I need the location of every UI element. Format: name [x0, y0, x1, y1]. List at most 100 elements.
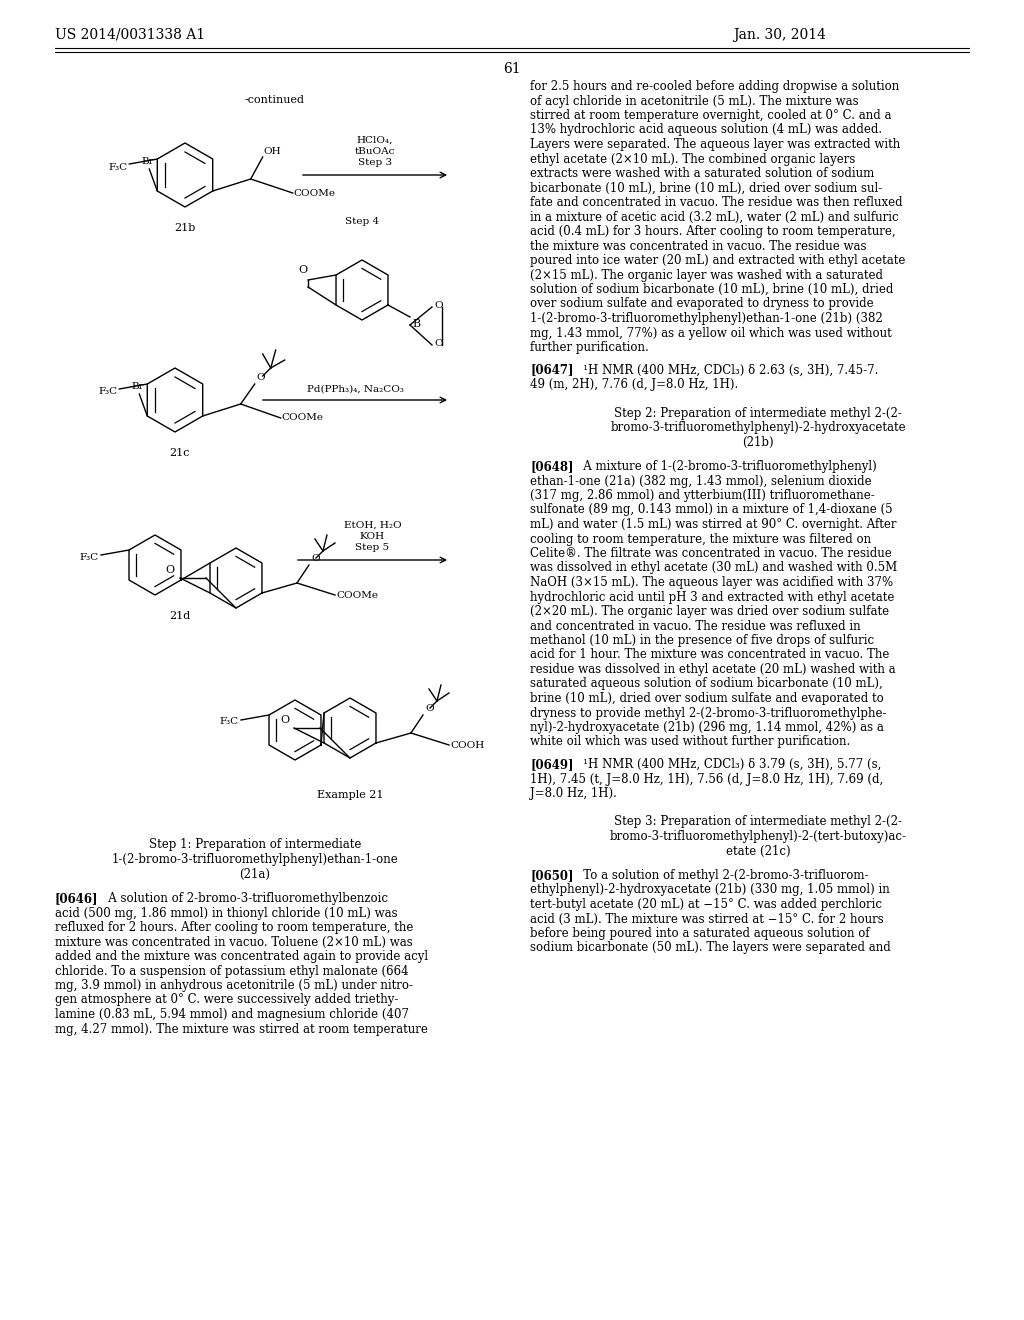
Text: bicarbonate (10 mL), brine (10 mL), dried over sodium sul-: bicarbonate (10 mL), brine (10 mL), drie… [530, 181, 883, 194]
Text: refluxed for 2 hours. After cooling to room temperature, the: refluxed for 2 hours. After cooling to r… [55, 921, 414, 935]
Text: ¹H NMR (400 MHz, CDCl₃) δ 2.63 (s, 3H), 7.45-7.: ¹H NMR (400 MHz, CDCl₃) δ 2.63 (s, 3H), … [572, 363, 879, 376]
Text: chloride. To a suspension of potassium ethyl malonate (664: chloride. To a suspension of potassium e… [55, 965, 409, 978]
Text: (21b): (21b) [742, 436, 774, 449]
Text: ethylphenyl)-2-hydroxyacetate (21b) (330 mg, 1.05 mmol) in: ethylphenyl)-2-hydroxyacetate (21b) (330… [530, 883, 890, 896]
Text: [0647]: [0647] [530, 363, 573, 376]
Text: COOMe: COOMe [282, 413, 324, 422]
Text: OH: OH [264, 147, 282, 156]
Text: methanol (10 mL) in the presence of five drops of sulfuric: methanol (10 mL) in the presence of five… [530, 634, 874, 647]
Text: 61: 61 [503, 62, 521, 77]
Text: acid (3 mL). The mixture was stirred at −15° C. for 2 hours: acid (3 mL). The mixture was stirred at … [530, 912, 884, 925]
Text: tert-butyl acetate (20 mL) at −15° C. was added perchloric: tert-butyl acetate (20 mL) at −15° C. wa… [530, 898, 882, 911]
Text: O: O [257, 374, 265, 381]
Text: was dissolved in ethyl acetate (30 mL) and washed with 0.5M: was dissolved in ethyl acetate (30 mL) a… [530, 561, 897, 574]
Text: (21a): (21a) [240, 869, 270, 880]
Text: O: O [311, 554, 319, 564]
Text: B: B [412, 319, 420, 329]
Text: 1-(2-bromo-3-trifluoromethylphenyl)ethan-1-one (21b) (382: 1-(2-bromo-3-trifluoromethylphenyl)ethan… [530, 312, 883, 325]
Text: saturated aqueous solution of sodium bicarbonate (10 mL),: saturated aqueous solution of sodium bic… [530, 677, 883, 690]
Text: ¹H NMR (400 MHz, CDCl₃) δ 3.79 (s, 3H), 5.77 (s,: ¹H NMR (400 MHz, CDCl₃) δ 3.79 (s, 3H), … [572, 758, 882, 771]
Text: Step 1: Preparation of intermediate: Step 1: Preparation of intermediate [148, 838, 361, 851]
Text: ethyl acetate (2×10 mL). The combined organic layers: ethyl acetate (2×10 mL). The combined or… [530, 153, 855, 165]
Text: 21c: 21c [170, 447, 190, 458]
Text: [0646]: [0646] [55, 892, 98, 906]
Text: the mixture was concentrated in vacuo. The residue was: the mixture was concentrated in vacuo. T… [530, 239, 866, 252]
Text: J=8.0 Hz, 1H).: J=8.0 Hz, 1H). [530, 787, 616, 800]
Text: Example 21: Example 21 [316, 789, 383, 800]
Text: O: O [298, 265, 307, 275]
Text: over sodium sulfate and evaporated to dryness to provide: over sodium sulfate and evaporated to dr… [530, 297, 873, 310]
Text: O: O [280, 715, 289, 725]
Text: 1-(2-bromo-3-trifluoromethylphenyl)ethan-1-one: 1-(2-bromo-3-trifluoromethylphenyl)ethan… [112, 853, 398, 866]
Text: O: O [434, 301, 442, 309]
Text: US 2014/0031338 A1: US 2014/0031338 A1 [55, 28, 205, 42]
Text: F₃C: F₃C [98, 388, 118, 396]
Text: [0648]: [0648] [530, 459, 573, 473]
Text: [0650]: [0650] [530, 869, 573, 882]
Text: acid for 1 hour. The mixture was concentrated in vacuo. The: acid for 1 hour. The mixture was concent… [530, 648, 890, 661]
Text: O: O [425, 704, 433, 713]
Text: sulfonate (89 mg, 0.143 mmol) in a mixture of 1,4-dioxane (5: sulfonate (89 mg, 0.143 mmol) in a mixtu… [530, 503, 893, 516]
Text: stirred at room temperature overnight, cooled at 0° C. and a: stirred at room temperature overnight, c… [530, 110, 892, 121]
Text: dryness to provide methyl 2-(2-bromo-3-trifluoromethylphe-: dryness to provide methyl 2-(2-bromo-3-t… [530, 706, 887, 719]
Text: gen atmosphere at 0° C. were successively added triethy-: gen atmosphere at 0° C. were successivel… [55, 994, 398, 1006]
Text: lamine (0.83 mL, 5.94 mmol) and magnesium chloride (407: lamine (0.83 mL, 5.94 mmol) and magnesiu… [55, 1008, 409, 1020]
Text: bromo-3-trifluoromethylphenyl)-2-hydroxyacetate: bromo-3-trifluoromethylphenyl)-2-hydroxy… [610, 421, 906, 434]
Text: added and the mixture was concentrated again to provide acyl: added and the mixture was concentrated a… [55, 950, 428, 964]
Text: (2×15 mL). The organic layer was washed with a saturated: (2×15 mL). The organic layer was washed … [530, 268, 883, 281]
Text: Step 3: Preparation of intermediate methyl 2-(2-: Step 3: Preparation of intermediate meth… [614, 816, 902, 829]
Text: in a mixture of acetic acid (3.2 mL), water (2 mL) and sulfuric: in a mixture of acetic acid (3.2 mL), wa… [530, 210, 899, 223]
Text: bromo-3-trifluoromethylphenyl)-2-(tert-butoxy)ac-: bromo-3-trifluoromethylphenyl)-2-(tert-b… [609, 830, 906, 843]
Text: mL) and water (1.5 mL) was stirred at 90° C. overnight. After: mL) and water (1.5 mL) was stirred at 90… [530, 517, 896, 531]
Text: brine (10 mL), dried over sodium sulfate and evaporated to: brine (10 mL), dried over sodium sulfate… [530, 692, 884, 705]
Text: hydrochloric acid until pH 3 and extracted with ethyl acetate: hydrochloric acid until pH 3 and extract… [530, 590, 894, 603]
Text: mg, 1.43 mmol, 77%) as a yellow oil which was used without: mg, 1.43 mmol, 77%) as a yellow oil whic… [530, 326, 892, 339]
Text: COOMe: COOMe [336, 590, 378, 599]
Text: poured into ice water (20 mL) and extracted with ethyl acetate: poured into ice water (20 mL) and extrac… [530, 253, 905, 267]
Text: O: O [434, 338, 442, 347]
Text: F₃C: F₃C [220, 718, 239, 726]
Text: acid (500 mg, 1.86 mmol) in thionyl chloride (10 mL) was: acid (500 mg, 1.86 mmol) in thionyl chlo… [55, 907, 397, 920]
Text: NaOH (3×15 mL). The aqueous layer was acidified with 37%: NaOH (3×15 mL). The aqueous layer was ac… [530, 576, 893, 589]
Text: acid (0.4 mL) for 3 hours. After cooling to room temperature,: acid (0.4 mL) for 3 hours. After cooling… [530, 224, 896, 238]
Text: 13% hydrochloric acid aqueous solution (4 mL) was added.: 13% hydrochloric acid aqueous solution (… [530, 124, 882, 136]
Text: A solution of 2-bromo-3-trifluoromethylbenzoic: A solution of 2-bromo-3-trifluoromethylb… [97, 892, 388, 906]
Text: nyl)-2-hydroxyacetate (21b) (296 mg, 1.14 mmol, 42%) as a: nyl)-2-hydroxyacetate (21b) (296 mg, 1.1… [530, 721, 884, 734]
Text: mg, 3.9 mmol) in anhydrous acetonitrile (5 mL) under nitro-: mg, 3.9 mmol) in anhydrous acetonitrile … [55, 979, 413, 993]
Text: Celite®. The filtrate was concentrated in vacuo. The residue: Celite®. The filtrate was concentrated i… [530, 546, 892, 560]
Text: Br: Br [131, 381, 143, 391]
Text: cooling to room temperature, the mixture was filtered on: cooling to room temperature, the mixture… [530, 532, 871, 545]
Text: COOH: COOH [450, 741, 484, 750]
Text: -continued: -continued [245, 95, 305, 106]
Text: Jan. 30, 2014: Jan. 30, 2014 [733, 28, 826, 42]
Text: To a solution of methyl 2-(2-bromo-3-trifluorom-: To a solution of methyl 2-(2-bromo-3-tri… [572, 869, 868, 882]
Text: white oil which was used without further purification.: white oil which was used without further… [530, 735, 850, 748]
Text: mixture was concentrated in vacuo. Toluene (2×10 mL) was: mixture was concentrated in vacuo. Tolue… [55, 936, 413, 949]
Text: Layers were separated. The aqueous layer was extracted with: Layers were separated. The aqueous layer… [530, 139, 900, 150]
Text: mg, 4.27 mmol). The mixture was stirred at room temperature: mg, 4.27 mmol). The mixture was stirred … [55, 1023, 428, 1035]
Text: [0649]: [0649] [530, 758, 573, 771]
Text: Step 3: Step 3 [358, 158, 392, 168]
Text: before being poured into a saturated aqueous solution of: before being poured into a saturated aqu… [530, 927, 869, 940]
Text: 21b: 21b [174, 223, 196, 234]
Text: for 2.5 hours and re-cooled before adding dropwise a solution: for 2.5 hours and re-cooled before addin… [530, 81, 899, 92]
Text: 21d: 21d [169, 611, 190, 620]
Text: Pd(PPh₃)₄, Na₂CO₃: Pd(PPh₃)₄, Na₂CO₃ [306, 385, 403, 393]
Text: solution of sodium bicarbonate (10 mL), brine (10 mL), dried: solution of sodium bicarbonate (10 mL), … [530, 282, 893, 296]
Text: Br: Br [141, 157, 154, 166]
Text: Step 5: Step 5 [355, 543, 389, 552]
Text: Step 2: Preparation of intermediate methyl 2-(2-: Step 2: Preparation of intermediate meth… [614, 407, 902, 420]
Text: and concentrated in vacuo. The residue was refluxed in: and concentrated in vacuo. The residue w… [530, 619, 860, 632]
Text: KOH: KOH [360, 532, 385, 541]
Text: (2×20 mL). The organic layer was dried over sodium sulfate: (2×20 mL). The organic layer was dried o… [530, 605, 889, 618]
Text: further purification.: further purification. [530, 341, 649, 354]
Text: fate and concentrated in vacuo. The residue was then refluxed: fate and concentrated in vacuo. The resi… [530, 195, 902, 209]
Text: F₃C: F₃C [80, 553, 99, 562]
Text: of acyl chloride in acetonitrile (5 mL). The mixture was: of acyl chloride in acetonitrile (5 mL).… [530, 95, 859, 107]
Text: extracts were washed with a saturated solution of sodium: extracts were washed with a saturated so… [530, 168, 874, 180]
Text: Step 4: Step 4 [345, 216, 379, 226]
Text: 1H), 7.45 (t, J=8.0 Hz, 1H), 7.56 (d, J=8.0 Hz, 1H), 7.69 (d,: 1H), 7.45 (t, J=8.0 Hz, 1H), 7.56 (d, J=… [530, 772, 884, 785]
Text: tBuOAc: tBuOAc [354, 147, 395, 156]
Text: 49 (m, 2H), 7.76 (d, J=8.0 Hz, 1H).: 49 (m, 2H), 7.76 (d, J=8.0 Hz, 1H). [530, 378, 738, 391]
Text: etate (21c): etate (21c) [726, 845, 791, 858]
